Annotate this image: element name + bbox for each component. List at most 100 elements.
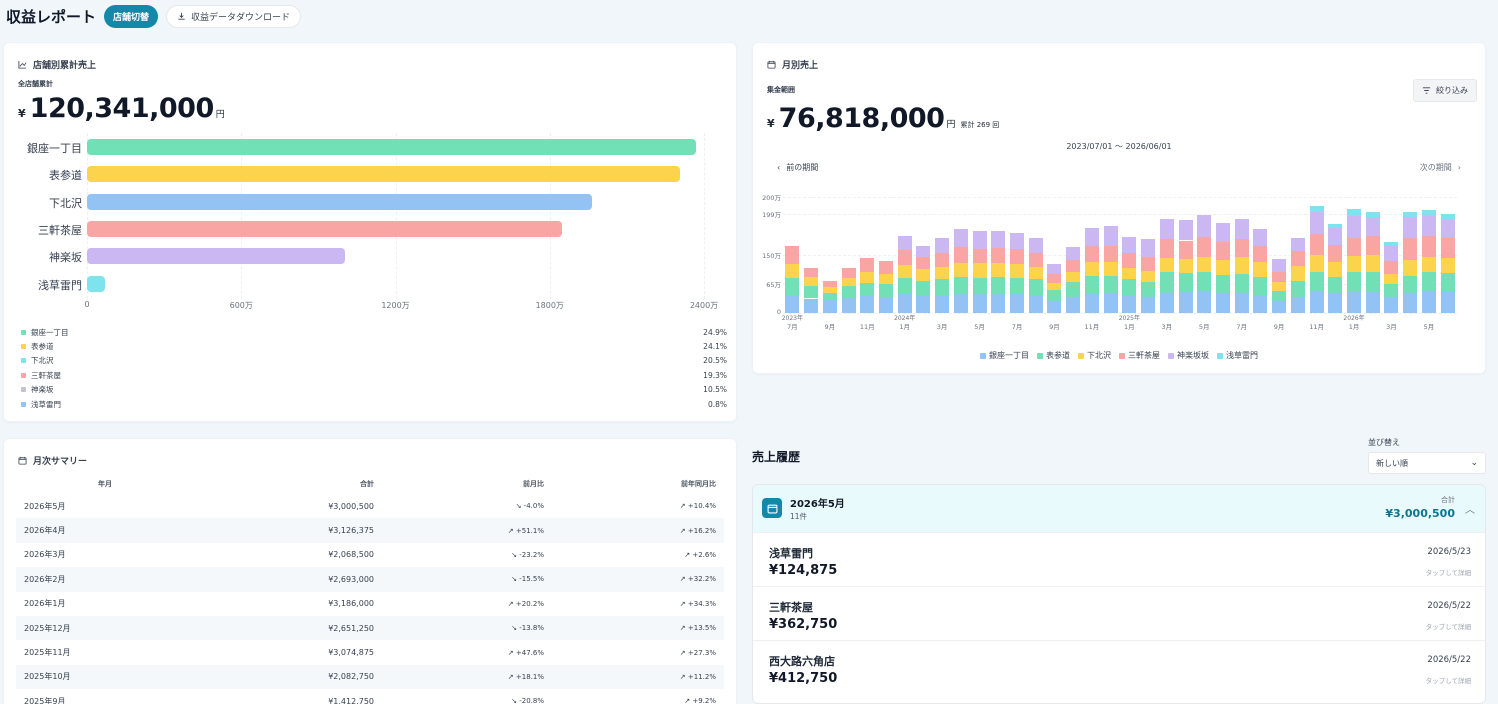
stacked-bar-segment[interactable] xyxy=(1234,257,1249,274)
stacked-bar-segment[interactable] xyxy=(1290,266,1305,281)
table-row[interactable]: 2026年5月 ¥3,000,500 ↘ -4.0% ↗ +10.4% xyxy=(16,494,724,518)
stacked-bar-segment[interactable] xyxy=(822,280,837,288)
stacked-bar-segment[interactable] xyxy=(1178,240,1193,260)
stacked-bar-segment[interactable] xyxy=(1215,293,1230,313)
stacked-bar-segment[interactable] xyxy=(1141,239,1156,257)
stacked-bar-segment[interactable] xyxy=(1028,295,1043,313)
stacked-bar-segment[interactable] xyxy=(916,295,931,313)
stacked-bar-segment[interactable] xyxy=(1122,279,1137,296)
stacked-bar-segment[interactable] xyxy=(841,286,856,298)
stacked-bar-segment[interactable] xyxy=(991,277,1006,295)
stacked-bar-segment[interactable] xyxy=(1234,238,1249,258)
stacked-bar-segment[interactable] xyxy=(1159,272,1174,293)
stacked-bar-segment[interactable] xyxy=(860,295,875,313)
table-row[interactable]: 2025年9月 ¥1,412,750 ↘ -20.8% ↗ +9.2% xyxy=(16,689,724,704)
stacked-bar-segment[interactable] xyxy=(916,245,931,258)
stacked-bar-segment[interactable] xyxy=(972,263,987,278)
stacked-bar-segment[interactable] xyxy=(1178,292,1193,313)
stacked-bar-segment[interactable] xyxy=(785,263,800,279)
stacked-bar-segment[interactable] xyxy=(897,250,912,266)
store-bar[interactable] xyxy=(87,220,562,237)
stacked-bar-segment[interactable] xyxy=(1440,214,1455,220)
table-row[interactable]: 2025年12月 ¥2,651,250 ↘ -13.8% ↗ +13.5% xyxy=(16,615,724,641)
stacked-bar-segment[interactable] xyxy=(1084,293,1099,313)
stacked-bar-segment[interactable] xyxy=(935,266,950,280)
stacked-bar-segment[interactable] xyxy=(1421,209,1436,216)
stacked-bar-segment[interactable] xyxy=(841,278,856,287)
stacked-bar-segment[interactable] xyxy=(1197,214,1212,237)
stacked-bar-segment[interactable] xyxy=(1122,253,1137,268)
table-row[interactable]: 2026年2月 ¥2,693,000 ↘ -15.5% ↗ +32.2% xyxy=(16,567,724,592)
stacked-bar-segment[interactable] xyxy=(972,231,987,249)
stacked-bar-segment[interactable] xyxy=(1384,284,1399,297)
stacked-bar-segment[interactable] xyxy=(1309,272,1324,291)
chevron-up-icon[interactable]: ︿ xyxy=(1465,505,1475,516)
stacked-bar-segment[interactable] xyxy=(1084,245,1099,262)
stacked-bar-segment[interactable] xyxy=(1384,296,1399,313)
stacked-bar-segment[interactable] xyxy=(1234,293,1249,313)
stacked-bar-segment[interactable] xyxy=(878,273,893,284)
stacked-bar-segment[interactable] xyxy=(804,277,819,286)
stacked-bar-segment[interactable] xyxy=(1347,215,1362,238)
stacked-bar-segment[interactable] xyxy=(1047,289,1062,302)
stacked-bar-segment[interactable] xyxy=(1290,296,1305,313)
stacked-bar-segment[interactable] xyxy=(785,278,800,296)
stacked-bar-segment[interactable] xyxy=(1365,212,1380,218)
stacked-bar-segment[interactable] xyxy=(1122,267,1137,280)
stacked-bar-segment[interactable] xyxy=(1347,208,1362,216)
stacked-bar-segment[interactable] xyxy=(1197,237,1212,257)
stacked-bar-segment[interactable] xyxy=(1440,272,1455,293)
stacked-bar-segment[interactable] xyxy=(935,237,950,253)
stacked-bar-segment[interactable] xyxy=(1197,256,1212,272)
month-group-header[interactable]: 2026年5月 11件 合計 ¥3,000,500 ︿ xyxy=(753,485,1485,532)
stacked-bar-segment[interactable] xyxy=(1421,215,1436,237)
stacked-bar-segment[interactable] xyxy=(860,282,875,296)
stacked-bar-segment[interactable] xyxy=(860,272,875,283)
stacked-bar-segment[interactable] xyxy=(1421,272,1436,291)
stacked-bar-segment[interactable] xyxy=(1066,296,1081,313)
stacked-bar-segment[interactable] xyxy=(953,277,968,295)
stacked-bar-segment[interactable] xyxy=(1103,293,1118,313)
stacked-bar-segment[interactable] xyxy=(991,263,1006,278)
table-row[interactable]: 2025年11月 ¥3,074,875 ↗ +47.6% ↗ +27.3% xyxy=(16,640,724,664)
stacked-bar-segment[interactable] xyxy=(1234,219,1249,239)
stacked-bar-segment[interactable] xyxy=(1066,260,1081,272)
stacked-bar-segment[interactable] xyxy=(822,300,837,313)
stacked-bar-segment[interactable] xyxy=(1253,245,1268,262)
stacked-bar-segment[interactable] xyxy=(1272,272,1287,282)
stacked-bar-segment[interactable] xyxy=(1290,238,1305,251)
stacked-bar-segment[interactable] xyxy=(1122,237,1137,254)
stacked-bar-segment[interactable] xyxy=(953,229,968,247)
stacked-bar-segment[interactable] xyxy=(804,298,819,313)
history-entry[interactable]: 三軒茶屋 ¥362,750 2026/5/22 タップして詳細 xyxy=(753,586,1485,640)
stacked-bar-segment[interactable] xyxy=(953,246,968,264)
stacked-bar-segment[interactable] xyxy=(1010,249,1025,265)
stacked-bar-segment[interactable] xyxy=(1215,242,1230,260)
stacked-bar-segment[interactable] xyxy=(1215,222,1230,243)
store-bar[interactable] xyxy=(87,248,346,265)
stacked-bar-segment[interactable] xyxy=(1047,273,1062,283)
stacked-bar-segment[interactable] xyxy=(1010,278,1025,295)
stacked-bar-segment[interactable] xyxy=(1328,261,1343,278)
stacked-bar-segment[interactable] xyxy=(1328,228,1343,245)
stacked-bar-segment[interactable] xyxy=(1440,238,1455,258)
stacked-bar-segment[interactable] xyxy=(1365,255,1380,273)
stacked-bar-segment[interactable] xyxy=(1141,270,1156,283)
stacked-bar-segment[interactable] xyxy=(1215,259,1230,275)
stacked-bar-segment[interactable] xyxy=(1028,266,1043,280)
stacked-bar-segment[interactable] xyxy=(972,293,987,313)
stacked-bar-segment[interactable] xyxy=(916,268,931,281)
next-period-button[interactable]: 次の期間 › xyxy=(1420,162,1461,173)
stacked-bar-segment[interactable] xyxy=(991,248,1006,264)
stacked-bar-segment[interactable] xyxy=(1159,257,1174,273)
stacked-bar-segment[interactable] xyxy=(1028,237,1043,253)
stacked-bar-segment[interactable] xyxy=(1010,294,1025,313)
stacked-bar-segment[interactable] xyxy=(1347,290,1362,313)
stacked-bar-segment[interactable] xyxy=(1159,219,1174,240)
stacked-bar-segment[interactable] xyxy=(878,260,893,274)
stacked-bar-segment[interactable] xyxy=(897,294,912,313)
stacked-bar-segment[interactable] xyxy=(1272,301,1287,313)
store-bar[interactable] xyxy=(87,275,105,292)
stacked-bar-segment[interactable] xyxy=(1272,281,1287,291)
store-bar[interactable] xyxy=(87,139,696,155)
